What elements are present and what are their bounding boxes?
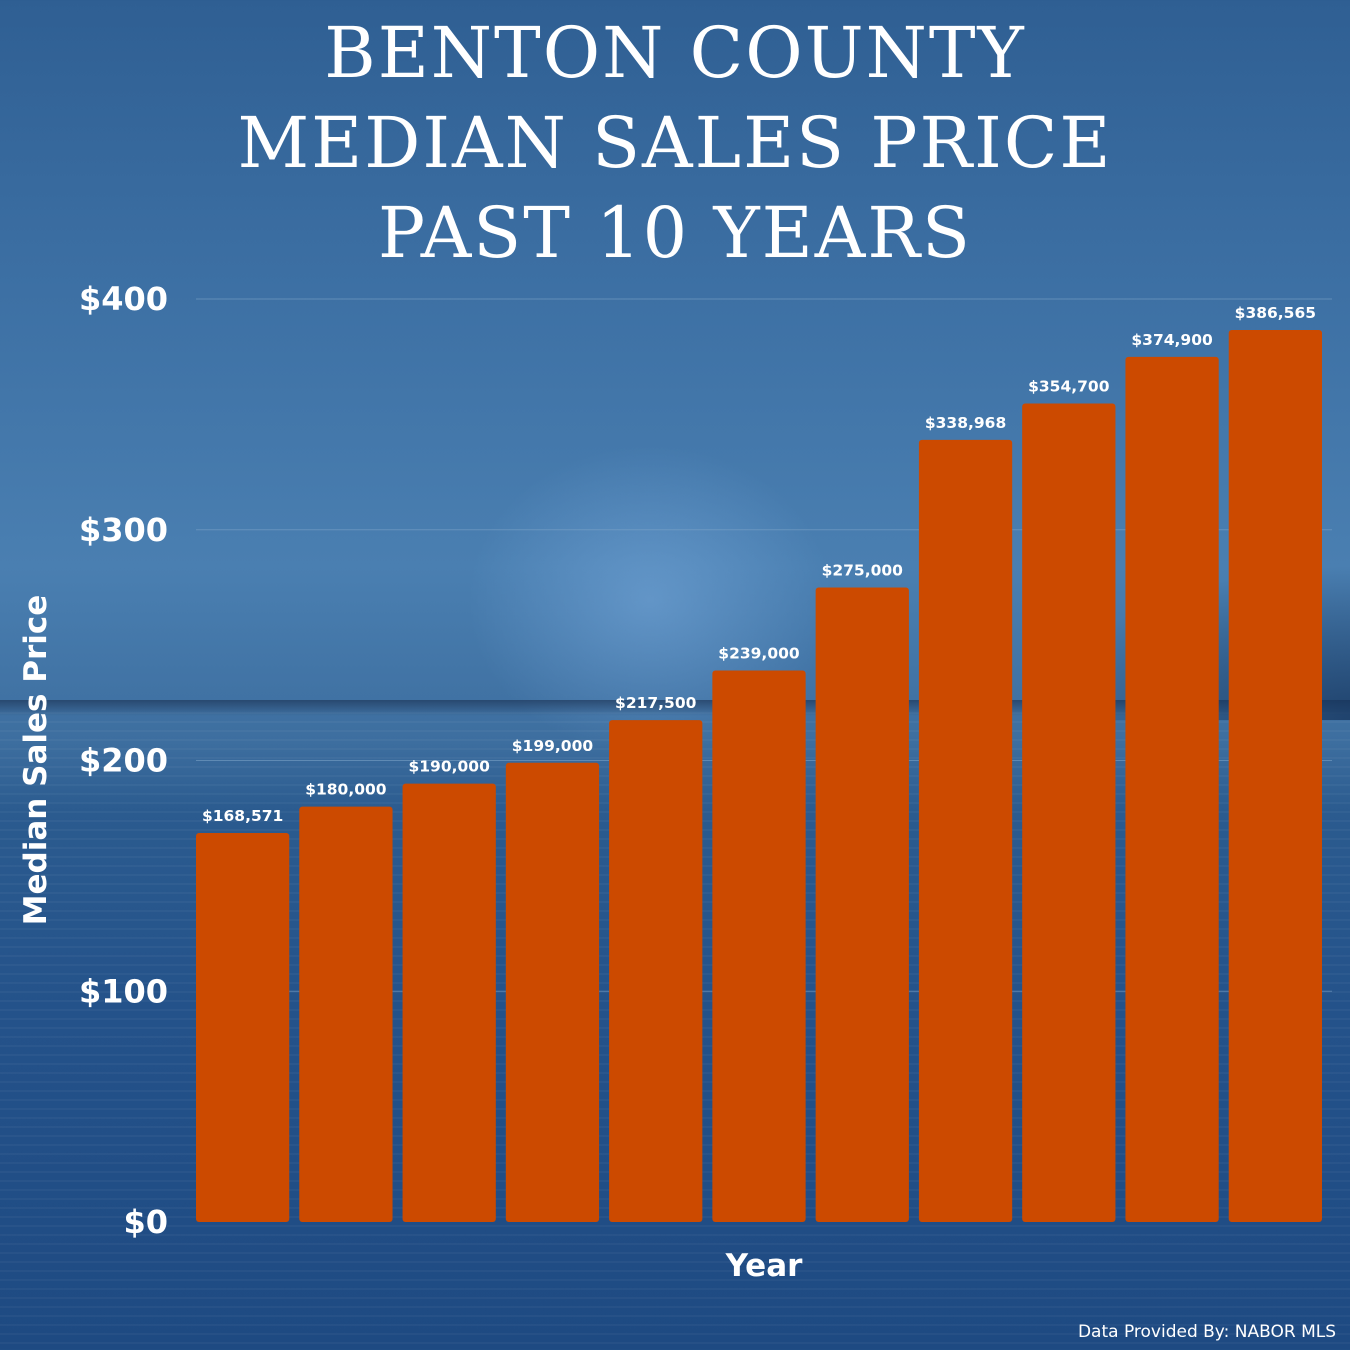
- bar-value-label: $217,500: [615, 694, 697, 712]
- bar-value-label: $190,000: [408, 758, 490, 776]
- bar-value-label: $386,565: [1235, 304, 1316, 322]
- bar: [609, 720, 703, 1222]
- bar: [505, 762, 600, 1222]
- bar: [1228, 330, 1322, 1222]
- bar-value-label: $374,900: [1131, 331, 1213, 349]
- bar-value-label: $180,000: [305, 781, 387, 799]
- bar: [402, 783, 496, 1222]
- bar-value-label: $199,000: [512, 737, 594, 755]
- bar: [196, 833, 290, 1222]
- bar-value-label: $168,571: [202, 807, 283, 825]
- y-axis-label: Median Sales Price: [18, 595, 54, 926]
- bar-value-label: $239,000: [718, 645, 800, 663]
- data-source-credit: Data Provided By: NABOR MLS: [1077, 1322, 1336, 1342]
- bar: [815, 587, 909, 1222]
- y-tick-label: $400: [79, 280, 168, 318]
- bar-value-label: $338,968: [925, 414, 1006, 432]
- y-tick-label: $0: [123, 1203, 168, 1241]
- x-axis-label: Year: [725, 1248, 804, 1284]
- bar: [918, 439, 1013, 1223]
- data-labels: $168,571 $180,000 $190,000 $199,000 $217,500…: [202, 304, 1316, 825]
- y-tick-label: $200: [79, 742, 168, 780]
- y-axis-ticks: $0 $100 $200 $300 $400: [79, 280, 168, 1241]
- bar-value-label: $275,000: [822, 561, 904, 579]
- bar-value-label: $354,700: [1028, 378, 1110, 396]
- title-line-3: PAST 10 YEARS: [378, 192, 972, 274]
- chart-title: BENTON COUNTY MEDIAN SALES PRICE PAST 10…: [0, 8, 1350, 278]
- title-line-2: MEDIAN SALES PRICE: [237, 102, 1113, 184]
- y-tick-label: $100: [79, 972, 168, 1010]
- title-line-1: BENTON COUNTY: [324, 12, 1026, 94]
- bar: [1125, 356, 1219, 1222]
- bars: [196, 330, 1322, 1223]
- bar: [712, 670, 806, 1222]
- y-tick-label: $300: [79, 511, 168, 549]
- bar: [299, 806, 393, 1222]
- bar: [1022, 403, 1116, 1222]
